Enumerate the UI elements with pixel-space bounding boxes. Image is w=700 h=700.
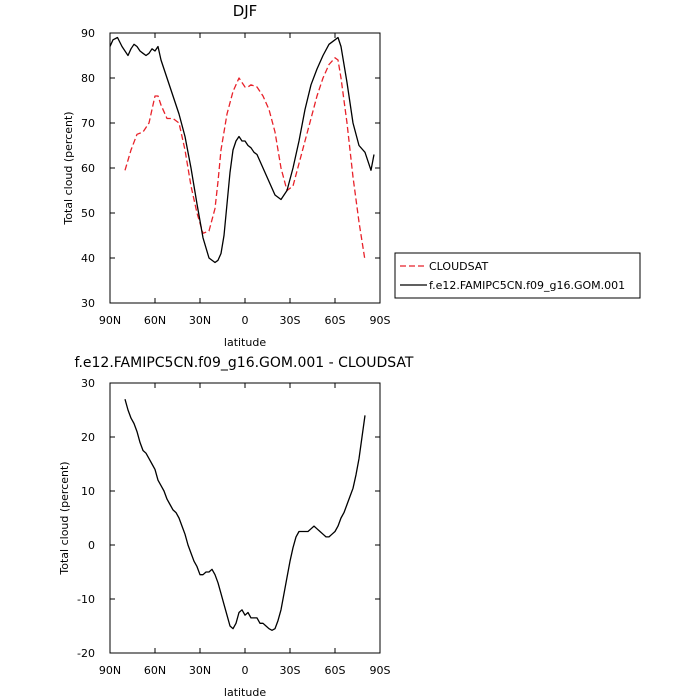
top-chart-title: DJF <box>233 2 258 20</box>
top-x-tick-label: 60N <box>144 314 166 327</box>
top-x-tick-label: 90S <box>370 314 391 327</box>
bottom-y-tick-label: 30 <box>81 377 95 390</box>
bottom-y-tick-label: 10 <box>81 485 95 498</box>
top-x-tick-label: 0 <box>242 314 249 327</box>
top-x-tick-label: 30N <box>189 314 211 327</box>
bottom-y-tick-label: -10 <box>77 593 95 606</box>
bottom-chart-y-axis-label: Total cloud (percent) <box>58 461 71 575</box>
top-y-tick-label: 90 <box>81 27 95 40</box>
bottom-chart-x-axis-label: latitude <box>224 686 266 699</box>
legend-label-cloudsat: CLOUDSAT <box>429 260 488 273</box>
legend-label-model: f.e12.FAMIPC5CN.f09_g16.GOM.001 <box>429 279 625 292</box>
top-y-tick-label: 70 <box>81 117 95 130</box>
top-chart-axes: 90N 60N 30N 0 30S 60S 90S 30 40 50 60 70 80 90 <box>81 27 391 327</box>
bottom-x-tick-label: 60S <box>325 664 346 677</box>
top-x-tick-label: 60S <box>325 314 346 327</box>
bottom-y-tick-label: 20 <box>81 431 95 444</box>
bottom-x-tick-label: 60N <box>144 664 166 677</box>
bottom-y-tick-label: -20 <box>77 647 95 660</box>
top-chart-series <box>109 36 375 264</box>
top-chart-y-axis-label: Total cloud (percent) <box>62 111 75 225</box>
top-chart-x-axis-label: latitude <box>224 336 266 349</box>
bottom-chart-title: f.e12.FAMIPC5CN.f09_g16.GOM.001 - CLOUDS… <box>75 355 414 371</box>
bottom-chart-axes: 90N 60N 30N 0 30S 60S 90S -20 -10 0 10 20 30 <box>77 377 390 677</box>
bottom-x-tick-label: 0 <box>242 664 249 677</box>
legend: CLOUDSAT f.e12.FAMIPC5CN.f09_g16.GOM.001 <box>394 252 641 299</box>
bottom-x-tick-label: 30S <box>280 664 301 677</box>
legend-box <box>394 252 641 299</box>
top-series-line-1 <box>109 36 375 264</box>
bottom-x-tick-label: 30N <box>189 664 211 677</box>
top-x-tick-label: 90N <box>99 314 121 327</box>
top-x-tick-label: 30S <box>280 314 301 327</box>
bottom-series-line-0 <box>124 399 366 631</box>
bottom-chart-series <box>124 399 366 631</box>
top-y-tick-label: 30 <box>81 297 95 310</box>
bottom-chart-panel: f.e12.FAMIPC5CN.f09_g16.GOM.001 - CLOUDS… <box>58 355 414 699</box>
top-chart-panel: DJF Total cloud (percent) latitude 90N 60… <box>62 2 391 349</box>
top-y-tick-label: 80 <box>81 72 95 85</box>
bottom-y-tick-label: 0 <box>88 539 95 552</box>
top-y-tick-label: 40 <box>81 252 95 265</box>
top-chart-plot-frame <box>109 32 381 304</box>
top-series-line-0 <box>124 57 366 261</box>
bottom-chart-plot-frame <box>109 382 381 654</box>
bottom-x-tick-label: 90N <box>99 664 121 677</box>
top-y-tick-label: 60 <box>81 162 95 175</box>
top-y-tick-label: 50 <box>81 207 95 220</box>
bottom-x-tick-label: 90S <box>370 664 391 677</box>
